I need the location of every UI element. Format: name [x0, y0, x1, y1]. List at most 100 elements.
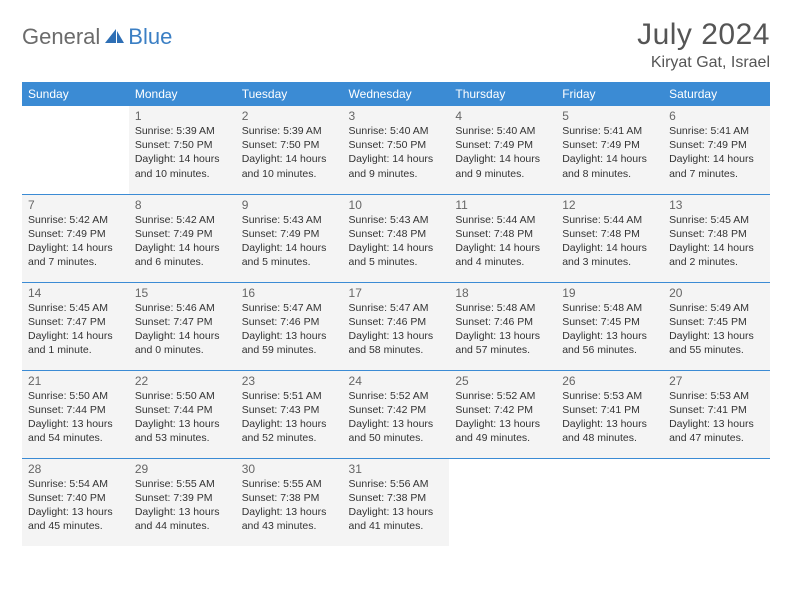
calendar-cell: 10Sunrise: 5:43 AMSunset: 7:48 PMDayligh… [343, 194, 450, 282]
day-cell: 20Sunrise: 5:49 AMSunset: 7:45 PMDayligh… [663, 283, 770, 370]
day-cell: 28Sunrise: 5:54 AMSunset: 7:40 PMDayligh… [22, 459, 129, 547]
day-number: 10 [349, 198, 444, 212]
day-cell: 30Sunrise: 5:55 AMSunset: 7:38 PMDayligh… [236, 459, 343, 547]
header: General Blue July 2024 Kiryat Gat, Israe… [22, 18, 770, 72]
day-details: Sunrise: 5:42 AMSunset: 7:49 PMDaylight:… [28, 213, 123, 270]
day-details: Sunrise: 5:52 AMSunset: 7:42 PMDaylight:… [455, 389, 550, 446]
calendar-cell: 8Sunrise: 5:42 AMSunset: 7:49 PMDaylight… [129, 194, 236, 282]
day-cell: 6Sunrise: 5:41 AMSunset: 7:49 PMDaylight… [663, 106, 770, 194]
day-details: Sunrise: 5:41 AMSunset: 7:49 PMDaylight:… [562, 124, 657, 181]
day-cell: 17Sunrise: 5:47 AMSunset: 7:46 PMDayligh… [343, 283, 450, 370]
day-cell: 1Sunrise: 5:39 AMSunset: 7:50 PMDaylight… [129, 106, 236, 194]
calendar-cell: 9Sunrise: 5:43 AMSunset: 7:49 PMDaylight… [236, 194, 343, 282]
calendar-cell: 17Sunrise: 5:47 AMSunset: 7:46 PMDayligh… [343, 282, 450, 370]
day-details: Sunrise: 5:48 AMSunset: 7:46 PMDaylight:… [455, 301, 550, 358]
calendar-cell: 5Sunrise: 5:41 AMSunset: 7:49 PMDaylight… [556, 106, 663, 194]
day-details: Sunrise: 5:48 AMSunset: 7:45 PMDaylight:… [562, 301, 657, 358]
day-number: 7 [28, 198, 123, 212]
logo-text-blue: Blue [128, 24, 172, 50]
day-number: 9 [242, 198, 337, 212]
day-details: Sunrise: 5:41 AMSunset: 7:49 PMDaylight:… [669, 124, 764, 181]
calendar-cell: 19Sunrise: 5:48 AMSunset: 7:45 PMDayligh… [556, 282, 663, 370]
day-number: 31 [349, 462, 444, 476]
day-cell: 29Sunrise: 5:55 AMSunset: 7:39 PMDayligh… [129, 459, 236, 547]
calendar-week-row: 28Sunrise: 5:54 AMSunset: 7:40 PMDayligh… [22, 458, 770, 546]
day-details: Sunrise: 5:49 AMSunset: 7:45 PMDaylight:… [669, 301, 764, 358]
day-cell: 5Sunrise: 5:41 AMSunset: 7:49 PMDaylight… [556, 106, 663, 194]
day-cell: 26Sunrise: 5:53 AMSunset: 7:41 PMDayligh… [556, 371, 663, 458]
day-details: Sunrise: 5:45 AMSunset: 7:48 PMDaylight:… [669, 213, 764, 270]
day-number: 1 [135, 109, 230, 123]
day-details: Sunrise: 5:40 AMSunset: 7:50 PMDaylight:… [349, 124, 444, 181]
day-number: 26 [562, 374, 657, 388]
day-number: 15 [135, 286, 230, 300]
calendar-cell: 11Sunrise: 5:44 AMSunset: 7:48 PMDayligh… [449, 194, 556, 282]
day-cell: 23Sunrise: 5:51 AMSunset: 7:43 PMDayligh… [236, 371, 343, 458]
day-cell: 4Sunrise: 5:40 AMSunset: 7:49 PMDaylight… [449, 106, 556, 194]
day-details: Sunrise: 5:43 AMSunset: 7:49 PMDaylight:… [242, 213, 337, 270]
day-details: Sunrise: 5:55 AMSunset: 7:39 PMDaylight:… [135, 477, 230, 534]
calendar-cell: 6Sunrise: 5:41 AMSunset: 7:49 PMDaylight… [663, 106, 770, 194]
day-cell: 10Sunrise: 5:43 AMSunset: 7:48 PMDayligh… [343, 195, 450, 282]
day-cell: 2Sunrise: 5:39 AMSunset: 7:50 PMDaylight… [236, 106, 343, 194]
calendar-cell: 26Sunrise: 5:53 AMSunset: 7:41 PMDayligh… [556, 370, 663, 458]
calendar-cell: 12Sunrise: 5:44 AMSunset: 7:48 PMDayligh… [556, 194, 663, 282]
day-number: 8 [135, 198, 230, 212]
day-cell: 11Sunrise: 5:44 AMSunset: 7:48 PMDayligh… [449, 195, 556, 282]
calendar-week-row: 21 Sunrise: 5:50 AMSunset: 7:44 PMDayligh… [22, 370, 770, 458]
day-number: 19 [562, 286, 657, 300]
day-cell: 18Sunrise: 5:48 AMSunset: 7:46 PMDayligh… [449, 283, 556, 370]
sail-icon [104, 28, 126, 46]
day-number: 23 [242, 374, 337, 388]
day-number: 29 [135, 462, 230, 476]
day-cell: 15Sunrise: 5:46 AMSunset: 7:47 PMDayligh… [129, 283, 236, 370]
day-number: 24 [349, 374, 444, 388]
calendar-cell: 31Sunrise: 5:56 AMSunset: 7:38 PMDayligh… [343, 458, 450, 546]
calendar-table: SundayMondayTuesdayWednesdayThursdayFrid… [22, 82, 770, 546]
day-details: Sunrise: 5:46 AMSunset: 7:47 PMDaylight:… [135, 301, 230, 358]
calendar-cell: 29Sunrise: 5:55 AMSunset: 7:39 PMDayligh… [129, 458, 236, 546]
calendar-cell: 13Sunrise: 5:45 AMSunset: 7:48 PMDayligh… [663, 194, 770, 282]
day-details: Sunrise: 5:52 AMSunset: 7:42 PMDaylight:… [349, 389, 444, 446]
day-details: Sunrise: 5:39 AMSunset: 7:50 PMDaylight:… [135, 124, 230, 181]
calendar-week-row: 14Sunrise: 5:45 AMSunset: 7:47 PMDayligh… [22, 282, 770, 370]
calendar-cell: 24Sunrise: 5:52 AMSunset: 7:42 PMDayligh… [343, 370, 450, 458]
day-details: Sunrise: 5:56 AMSunset: 7:38 PMDaylight:… [349, 477, 444, 534]
day-number: 6 [669, 109, 764, 123]
day-number: 27 [669, 374, 764, 388]
day-cell: 31Sunrise: 5:56 AMSunset: 7:38 PMDayligh… [343, 459, 450, 547]
day-number: 17 [349, 286, 444, 300]
calendar-cell: 20Sunrise: 5:49 AMSunset: 7:45 PMDayligh… [663, 282, 770, 370]
logo: General Blue [22, 24, 172, 50]
day-details: Sunrise: 5:50 AMSunset: 7:44 PMDaylight:… [135, 389, 230, 446]
day-details: Sunrise: 5:43 AMSunset: 7:48 PMDaylight:… [349, 213, 444, 270]
calendar-cell: 18Sunrise: 5:48 AMSunset: 7:46 PMDayligh… [449, 282, 556, 370]
weekday-header: Friday [556, 82, 663, 106]
location: Kiryat Gat, Israel [637, 54, 770, 72]
calendar-cell: 27Sunrise: 5:53 AMSunset: 7:41 PMDayligh… [663, 370, 770, 458]
day-cell: 3Sunrise: 5:40 AMSunset: 7:50 PMDaylight… [343, 106, 450, 194]
day-number: 25 [455, 374, 550, 388]
calendar-cell [556, 458, 663, 546]
calendar-cell: 25Sunrise: 5:52 AMSunset: 7:42 PMDayligh… [449, 370, 556, 458]
day-cell: 27Sunrise: 5:53 AMSunset: 7:41 PMDayligh… [663, 371, 770, 458]
day-cell: 21Sunrise: 5:50 AMSunset: 7:44 PMDayligh… [22, 371, 129, 458]
day-cell: 9Sunrise: 5:43 AMSunset: 7:49 PMDaylight… [236, 195, 343, 282]
weekday-header: Thursday [449, 82, 556, 106]
day-number: 2 [242, 109, 337, 123]
day-number: 20 [669, 286, 764, 300]
weekday-header: Monday [129, 82, 236, 106]
calendar-cell: 23Sunrise: 5:51 AMSunset: 7:43 PMDayligh… [236, 370, 343, 458]
day-details: Sunrise: 5:53 AMSunset: 7:41 PMDaylight:… [669, 389, 764, 446]
day-number: 16 [242, 286, 337, 300]
calendar-cell: 16Sunrise: 5:47 AMSunset: 7:46 PMDayligh… [236, 282, 343, 370]
calendar-cell: 1Sunrise: 5:39 AMSunset: 7:50 PMDaylight… [129, 106, 236, 194]
calendar-cell: 30Sunrise: 5:55 AMSunset: 7:38 PMDayligh… [236, 458, 343, 546]
weekday-header: Saturday [663, 82, 770, 106]
calendar-cell [663, 458, 770, 546]
day-number: 30 [242, 462, 337, 476]
day-number: 22 [135, 374, 230, 388]
day-cell: 13Sunrise: 5:45 AMSunset: 7:48 PMDayligh… [663, 195, 770, 282]
day-number: 21 [28, 374, 123, 388]
day-details: Sunrise: 5:39 AMSunset: 7:50 PMDaylight:… [242, 124, 337, 181]
